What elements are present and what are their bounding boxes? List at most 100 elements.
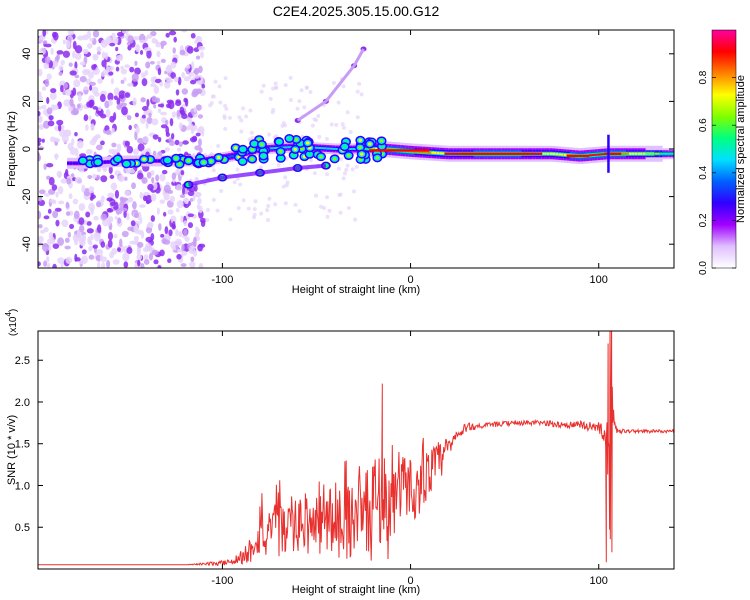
band-segment <box>642 152 646 155</box>
noise-speckle <box>160 111 168 116</box>
noise-speckle <box>65 201 70 209</box>
noise-speckle <box>118 174 125 183</box>
noise-speckle <box>135 125 140 134</box>
band-segment <box>417 150 421 153</box>
noise-speckle <box>134 112 139 118</box>
noise-speckle <box>45 256 50 263</box>
band-blob-peak <box>293 147 298 152</box>
haze-speckle <box>232 180 237 185</box>
noise-speckle <box>181 72 185 78</box>
noise-speckle <box>111 32 116 39</box>
noise-speckle <box>189 198 194 202</box>
noise-speckle <box>79 224 85 233</box>
haze-speckle <box>271 107 276 112</box>
noise-speckle <box>110 182 118 191</box>
noise-speckle <box>181 88 189 95</box>
noise-speckle <box>42 30 47 37</box>
noise-speckle <box>69 223 75 230</box>
noise-speckle <box>38 36 43 44</box>
noise-speckle <box>95 201 102 208</box>
noise-speckle <box>157 67 162 76</box>
haze-speckle <box>345 163 350 168</box>
haze-speckle <box>355 115 360 120</box>
noise-speckle <box>107 207 112 213</box>
noise-speckle <box>146 98 150 108</box>
noise-speckle <box>116 31 125 37</box>
noise-speckle <box>100 140 105 146</box>
noise-speckle <box>83 114 89 122</box>
band-segment <box>555 153 559 156</box>
noise-speckle <box>89 99 95 107</box>
band-segment <box>428 151 432 154</box>
noise-speckle <box>181 113 188 120</box>
noise-speckle <box>133 148 140 155</box>
noise-speckle <box>145 121 149 129</box>
band-blob-peak <box>319 155 323 159</box>
noise-speckle <box>143 47 151 52</box>
haze-speckle <box>239 129 244 134</box>
colorbar-ticks: 0.0 0.2 0.4 0.6 0.8 <box>698 70 736 275</box>
haze-speckle <box>252 212 257 217</box>
band-blob-peak <box>241 147 245 151</box>
noise-speckle <box>140 97 146 103</box>
haze-speckle <box>283 201 288 206</box>
noise-speckle <box>195 104 202 111</box>
band-blob-peak <box>291 153 296 157</box>
haze-speckle <box>209 100 214 105</box>
noise-speckle <box>44 192 51 197</box>
noise-speckle <box>97 224 102 234</box>
noise-speckle <box>180 215 184 223</box>
noise-speckle <box>165 119 169 126</box>
haze-speckle <box>205 207 210 212</box>
noise-speckle <box>77 93 82 102</box>
noise-speckle <box>126 212 130 221</box>
noise-speckle <box>78 167 85 173</box>
noise-speckle <box>109 174 115 180</box>
haze-speckle <box>353 217 358 222</box>
colorbar-tick-label: 0.8 <box>698 70 709 84</box>
noise-speckle <box>147 221 154 229</box>
noise-speckle <box>170 61 177 69</box>
noise-speckle <box>107 231 114 241</box>
band-peak-streak <box>369 149 430 152</box>
noise-speckle <box>146 34 153 39</box>
noise-speckle <box>64 245 71 250</box>
noise-speckle <box>74 61 78 70</box>
band-segment <box>281 146 285 149</box>
noise-speckle <box>46 107 53 115</box>
noise-speckle <box>141 114 146 119</box>
noise-speckle <box>133 212 139 219</box>
noise-speckle <box>62 39 67 45</box>
haze-speckle <box>238 182 243 187</box>
haze-speckle <box>327 208 332 213</box>
haze-speckle <box>239 118 244 123</box>
noise-speckle <box>91 86 99 95</box>
noise-speckle <box>48 115 54 121</box>
noise-speckle <box>50 47 54 55</box>
noise-speckle <box>175 229 179 237</box>
noise-speckle <box>156 207 160 215</box>
noise-speckle <box>155 41 162 48</box>
noise-speckle <box>198 65 203 74</box>
noise-speckle <box>63 82 68 89</box>
noise-speckle <box>107 215 114 223</box>
band-blob-peak <box>358 157 363 162</box>
snr-y-ticks: 0.5 1.0 1.5 2.0 2.5 <box>15 355 674 534</box>
haze-speckle <box>325 195 330 200</box>
band-segment <box>318 146 322 149</box>
haze-speckle <box>338 192 343 197</box>
band-segment <box>442 152 446 155</box>
noise-speckle <box>105 108 111 118</box>
noise-speckle <box>69 98 74 107</box>
noise-speckle <box>142 105 149 112</box>
haze-speckle <box>235 167 240 172</box>
noise-speckle <box>164 226 169 235</box>
noise-speckle <box>58 65 64 71</box>
noise-speckle <box>100 175 108 183</box>
noise-speckle <box>105 129 112 135</box>
noise-speckle <box>102 167 108 172</box>
noise-speckle <box>157 103 165 108</box>
noise-speckle <box>38 261 41 267</box>
noise-speckle <box>146 116 153 124</box>
haze-speckle <box>267 196 272 201</box>
